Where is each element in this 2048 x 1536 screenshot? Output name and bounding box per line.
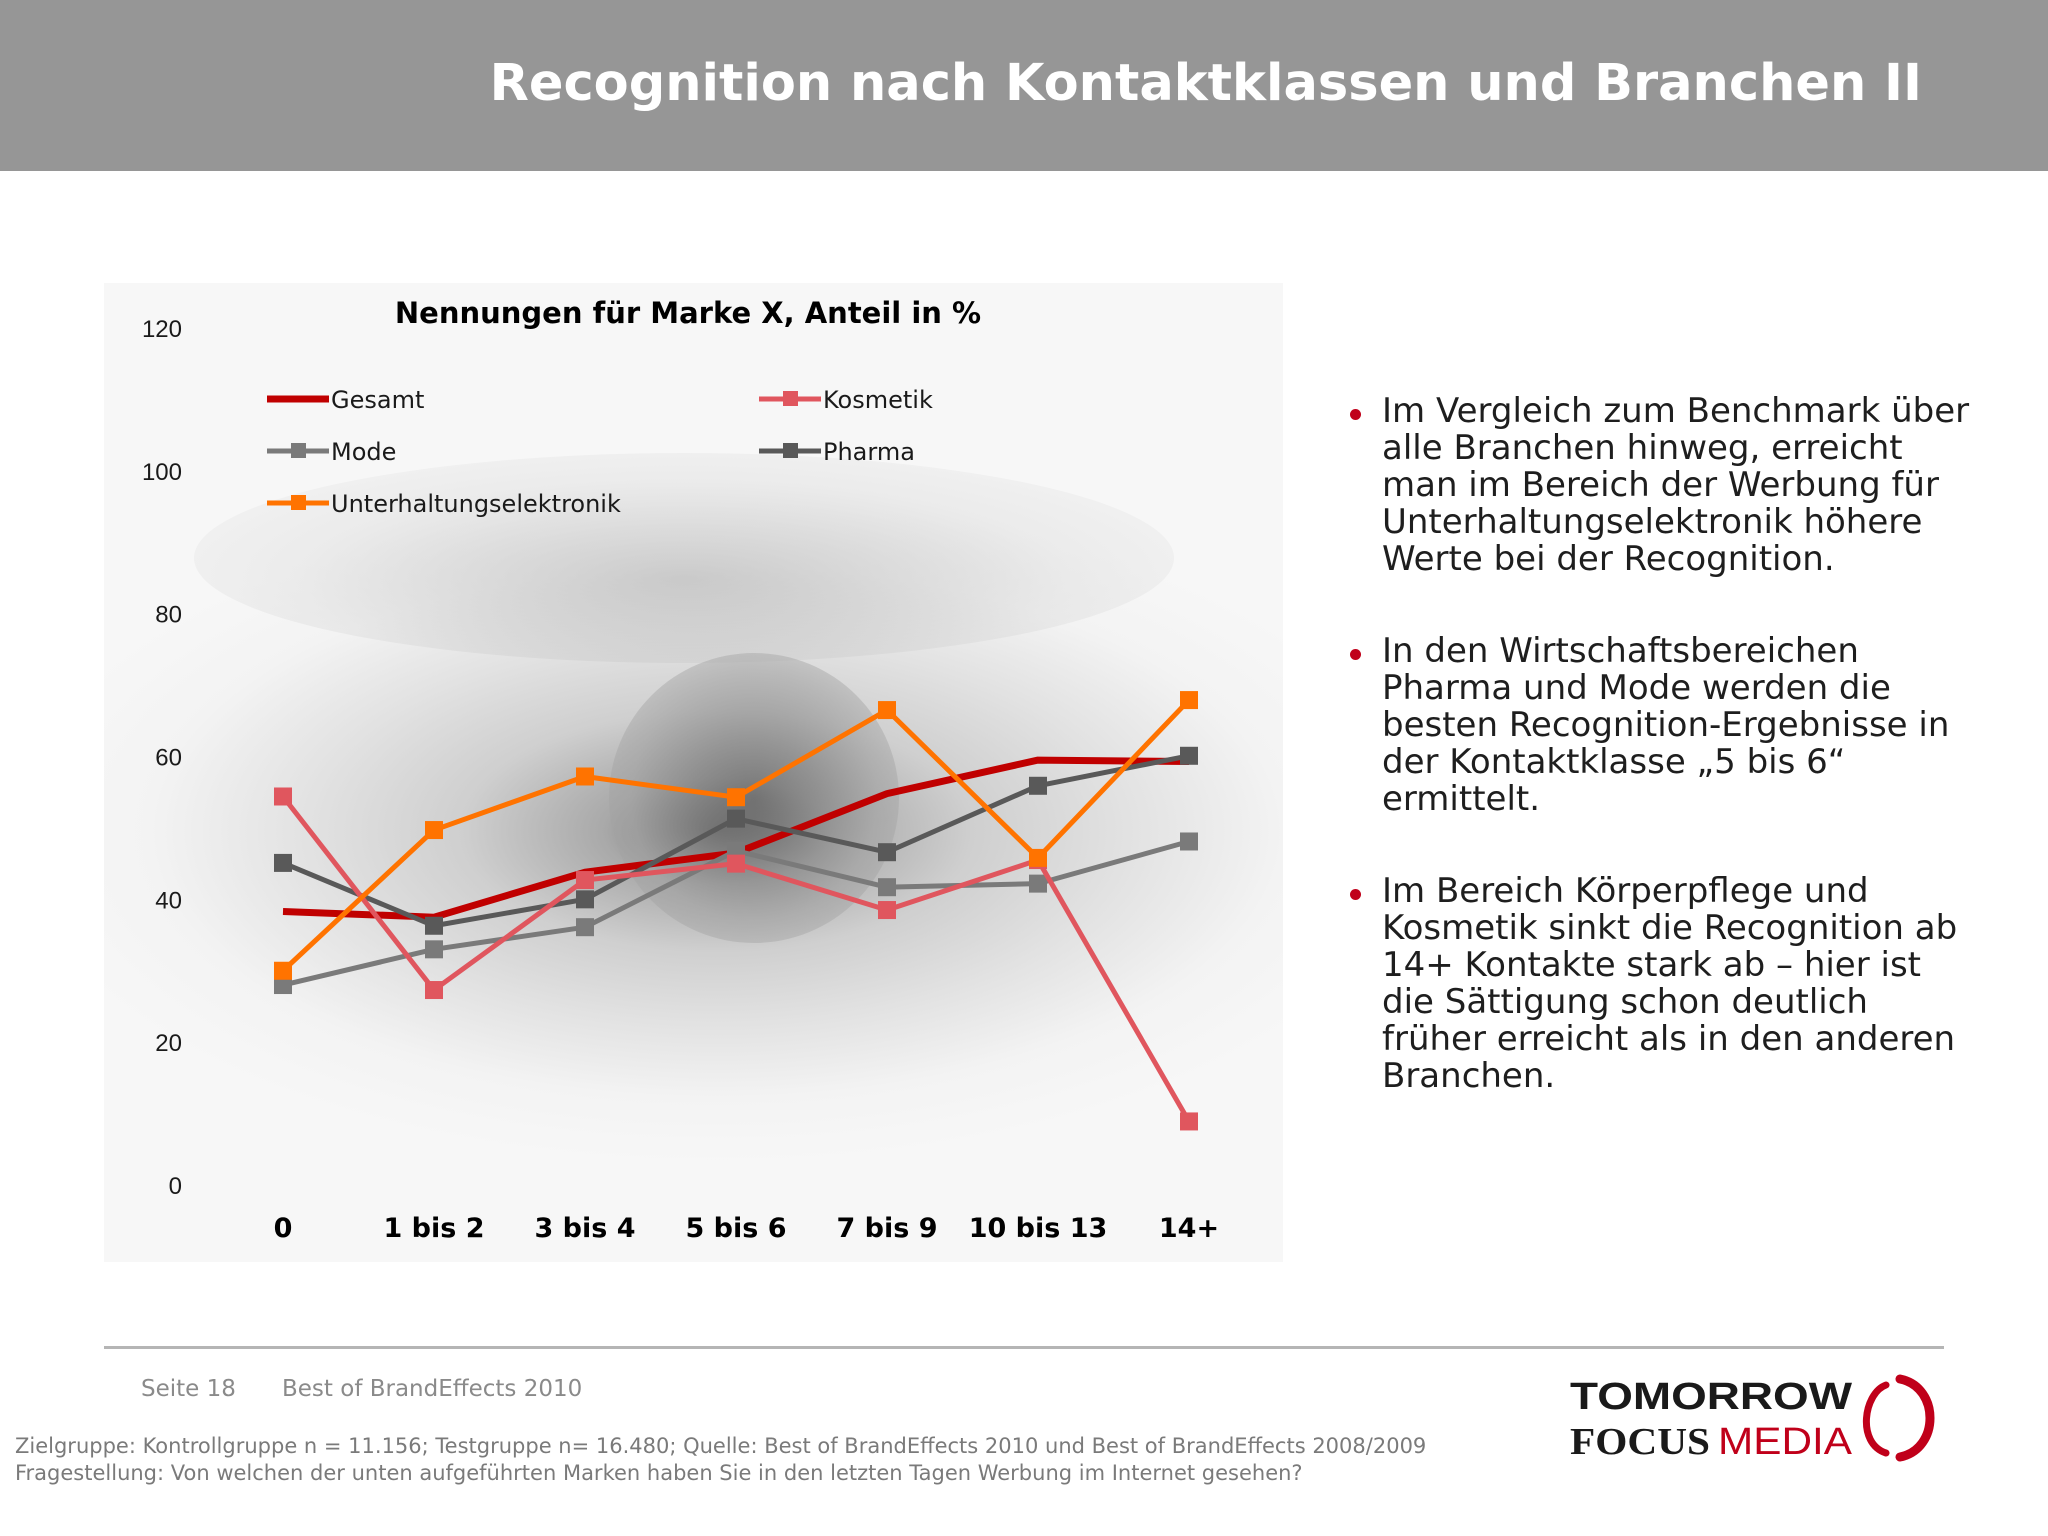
bullet-list: Im Vergleich zum Benchmark über alle Bra… — [1350, 393, 1970, 1150]
company-logo: TOMORROW FOCUS MEDIA — [1570, 1374, 1935, 1463]
data-point-unterhaltungselektronik — [1180, 691, 1198, 710]
y-tick-label: 20 — [155, 1030, 182, 1057]
data-point-pharma — [727, 809, 745, 828]
x-category-label: 14+ — [1159, 1213, 1219, 1244]
bullet-text: Im Vergleich zum Benchmark über alle Bra… — [1382, 391, 1970, 579]
data-point-kosmetik — [576, 871, 594, 890]
legend-marker-mode — [291, 443, 306, 458]
x-category-label: 1 bis 2 — [383, 1213, 484, 1244]
question-line: Fragestellung: Von welchen der unten auf… — [15, 1461, 1303, 1485]
legend-label-unterhaltungselektronik: Unterhaltungselektronik — [331, 490, 621, 518]
x-category-label: 3 bis 4 — [534, 1213, 635, 1244]
y-tick-label: 40 — [155, 887, 182, 914]
data-point-unterhaltungselektronik — [727, 788, 745, 807]
data-point-kosmetik — [274, 787, 292, 806]
chart-background-eye-image — [104, 283, 1283, 1262]
source-note: Zielgruppe: Kontrollgruppe n = 11.156; T… — [15, 1433, 1485, 1487]
logo-line2-media: MEDIA — [1718, 1421, 1853, 1463]
data-point-pharma — [878, 843, 896, 862]
x-category-label: 7 bis 9 — [836, 1213, 937, 1244]
y-tick-label: 120 — [142, 316, 182, 343]
data-point-mode — [274, 976, 292, 995]
source-line: Zielgruppe: Kontrollgruppe n = 11.156; T… — [15, 1434, 1427, 1458]
x-category-label: 0 — [274, 1213, 293, 1244]
data-point-kosmetik — [425, 981, 443, 1000]
eye-iris-shading — [609, 653, 899, 943]
chart-title: Nennungen für Marke X, Anteil in % — [395, 296, 981, 330]
line-chart: Nennungen für Marke X, Anteil in % 0 20 40 6… — [142, 296, 1219, 1244]
y-tick-label: 100 — [142, 459, 182, 486]
page-number: Seite 18 — [141, 1376, 236, 1402]
bullet-item: Im Vergleich zum Benchmark über alle Bra… — [1350, 393, 1970, 578]
eye-brow-shading — [194, 453, 1174, 663]
legend-marker-kosmetik — [783, 391, 798, 406]
data-point-unterhaltungselektronik — [878, 701, 896, 720]
legend-label-mode: Mode — [331, 438, 396, 466]
bullet-text: Im Bereich Körperpflege und Kosmetik sin… — [1382, 871, 1958, 1096]
y-tick-label: 0 — [169, 1173, 182, 1200]
y-tick-label: 60 — [155, 745, 182, 772]
data-point-pharma — [1029, 776, 1047, 795]
data-point-kosmetik — [878, 901, 896, 920]
x-category-label: 10 bis 13 — [969, 1213, 1108, 1244]
legend-label-gesamt: Gesamt — [331, 386, 424, 414]
bullet-item: In den Wirtschaftsbereichen Pharma und M… — [1350, 633, 1970, 818]
footer-document-title: Best of BrandEffects 2010 — [282, 1376, 583, 1402]
data-point-unterhaltungselektronik — [425, 821, 443, 840]
bullet-dot-icon — [1350, 889, 1361, 900]
data-point-mode — [576, 918, 594, 937]
data-point-mode — [1029, 874, 1047, 893]
legend-marker-unterhaltungselektronik — [291, 495, 306, 510]
x-category-label: 5 bis 6 — [685, 1213, 786, 1244]
data-point-kosmetik — [727, 854, 745, 873]
data-point-pharma — [274, 853, 292, 872]
data-point-pharma — [1180, 746, 1198, 765]
data-point-pharma — [576, 890, 594, 909]
footer-divider — [104, 1346, 1944, 1349]
data-point-unterhaltungselektronik — [274, 961, 292, 980]
data-point-mode — [425, 940, 443, 959]
data-point-kosmetik — [1180, 1112, 1198, 1131]
data-point-unterhaltungselektronik — [1029, 848, 1047, 867]
series-line-unterhaltungselektronik — [281, 698, 1191, 973]
bullet-text: In den Wirtschaftsbereichen Pharma und M… — [1382, 631, 1950, 819]
logo-left-arc-icon — [1862, 1381, 1890, 1457]
data-point-mode — [1180, 832, 1198, 851]
logo-line2-focus: FOCUS — [1570, 1421, 1710, 1463]
logo-line1: TOMORROW — [1570, 1376, 1852, 1418]
bullet-item: Im Bereich Körperpflege und Kosmetik sin… — [1350, 873, 1970, 1095]
bullet-dot-icon — [1350, 649, 1361, 660]
legend-marker-pharma — [783, 443, 798, 458]
bullet-dot-icon — [1350, 409, 1361, 420]
data-point-unterhaltungselektronik — [576, 767, 594, 786]
y-tick-label: 80 — [155, 602, 182, 629]
logo-right-arc-icon — [1895, 1374, 1935, 1462]
data-point-mode — [878, 878, 896, 897]
header-bar: Recognition nach Kontaktklassen und Bran… — [0, 0, 2048, 171]
page-title: Recognition nach Kontaktklassen und Bran… — [489, 54, 1922, 113]
legend-label-pharma: Pharma — [823, 438, 915, 466]
legend-label-kosmetik: Kosmetik — [823, 386, 933, 414]
data-point-pharma — [425, 916, 443, 935]
